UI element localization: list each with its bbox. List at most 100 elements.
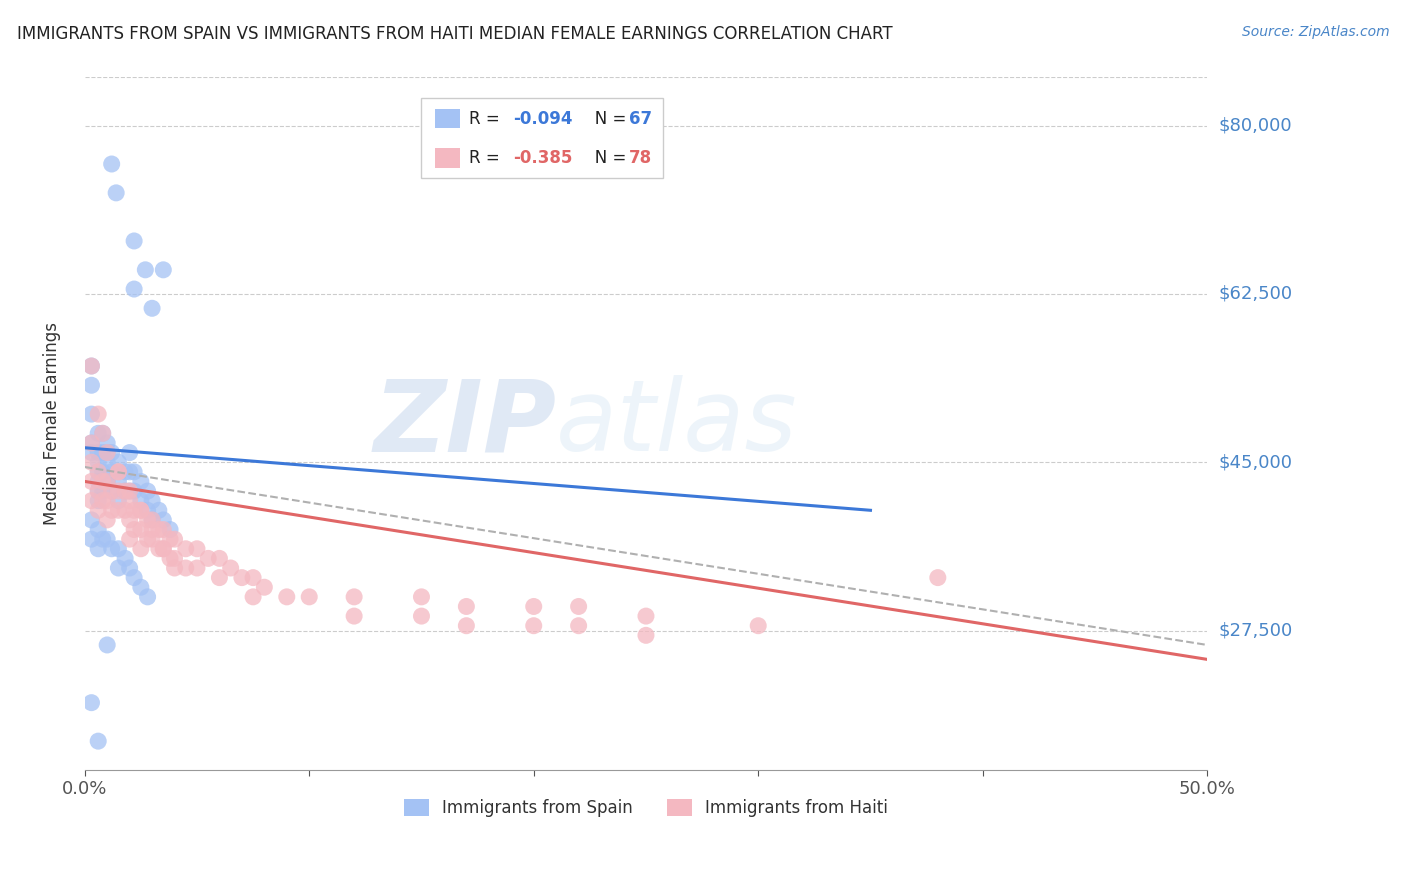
Point — [343, 590, 366, 604]
Point — [253, 580, 276, 594]
Point — [100, 445, 122, 459]
Point — [129, 580, 152, 594]
Point — [122, 282, 145, 296]
Point — [122, 571, 145, 585]
Point — [568, 618, 591, 632]
Point — [87, 407, 110, 421]
Text: N =: N = — [579, 110, 631, 128]
Point — [114, 465, 136, 479]
Point — [122, 503, 145, 517]
Point — [152, 262, 174, 277]
Point — [197, 551, 219, 566]
Point — [456, 618, 478, 632]
Point — [136, 590, 159, 604]
Point — [163, 551, 186, 566]
Point — [634, 609, 657, 624]
Point — [219, 561, 242, 575]
Point — [231, 571, 253, 585]
Point — [107, 455, 129, 469]
Point — [100, 503, 122, 517]
Text: R =: R = — [468, 149, 505, 168]
Point — [136, 484, 159, 499]
Point — [80, 436, 103, 450]
Point — [80, 493, 103, 508]
Point — [141, 301, 163, 316]
Point — [242, 590, 264, 604]
Point — [96, 638, 118, 652]
Point — [276, 590, 298, 604]
Point — [87, 493, 110, 508]
Point — [118, 513, 141, 527]
Point — [100, 465, 122, 479]
Point — [96, 436, 118, 450]
Point — [96, 493, 118, 508]
Point — [136, 513, 159, 527]
Point — [242, 571, 264, 585]
Point — [118, 465, 141, 479]
Text: $45,000: $45,000 — [1219, 453, 1292, 471]
Y-axis label: Median Female Earnings: Median Female Earnings — [44, 322, 60, 525]
Point — [141, 513, 163, 527]
Point — [456, 599, 478, 614]
Point — [87, 465, 110, 479]
Point — [100, 484, 122, 499]
Point — [96, 455, 118, 469]
Point — [80, 378, 103, 392]
Point — [91, 465, 114, 479]
FancyBboxPatch shape — [422, 98, 662, 178]
Point — [523, 599, 546, 614]
Point — [208, 551, 231, 566]
Text: -0.094: -0.094 — [513, 110, 574, 128]
Point — [105, 186, 128, 200]
Point — [114, 551, 136, 566]
Point — [122, 465, 145, 479]
Point — [186, 561, 208, 575]
Point — [634, 628, 657, 642]
Point — [148, 523, 170, 537]
Point — [87, 523, 110, 537]
Point — [96, 445, 118, 459]
Point — [87, 455, 110, 469]
Point — [122, 523, 145, 537]
Point — [114, 484, 136, 499]
Point — [129, 475, 152, 489]
Text: N =: N = — [579, 149, 631, 168]
Point — [107, 561, 129, 575]
Point — [114, 484, 136, 499]
Text: $27,500: $27,500 — [1219, 622, 1292, 640]
Point — [163, 532, 186, 546]
Point — [152, 523, 174, 537]
Point — [91, 484, 114, 499]
Point — [134, 262, 156, 277]
Point — [96, 513, 118, 527]
Point — [159, 523, 181, 537]
Point — [87, 426, 110, 441]
Point — [87, 734, 110, 748]
Point — [80, 407, 103, 421]
Point — [208, 571, 231, 585]
Point — [80, 696, 103, 710]
Point — [107, 484, 129, 499]
Point — [118, 532, 141, 546]
Point — [118, 445, 141, 459]
Point — [107, 465, 129, 479]
Point — [96, 475, 118, 489]
Point — [107, 541, 129, 556]
Point — [343, 609, 366, 624]
Text: $62,500: $62,500 — [1219, 285, 1292, 303]
Point — [100, 484, 122, 499]
Point — [80, 513, 103, 527]
Text: IMMIGRANTS FROM SPAIN VS IMMIGRANTS FROM HAITI MEDIAN FEMALE EARNINGS CORRELATIO: IMMIGRANTS FROM SPAIN VS IMMIGRANTS FROM… — [17, 25, 893, 43]
Point — [107, 503, 129, 517]
FancyBboxPatch shape — [434, 148, 460, 169]
Point — [411, 590, 433, 604]
Point — [80, 532, 103, 546]
Point — [80, 475, 103, 489]
Point — [927, 571, 949, 585]
Point — [100, 541, 122, 556]
Point — [141, 523, 163, 537]
Point — [114, 503, 136, 517]
Point — [80, 455, 103, 469]
Point — [148, 541, 170, 556]
Point — [118, 561, 141, 575]
